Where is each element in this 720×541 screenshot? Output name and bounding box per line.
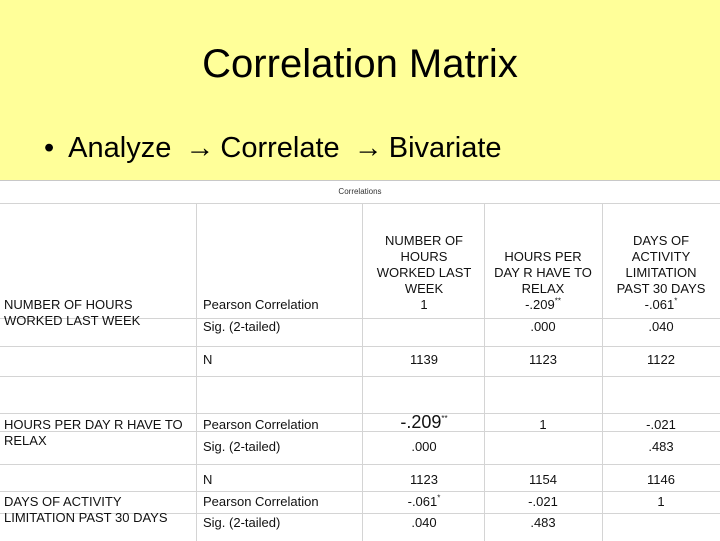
stat-label: Pearson Correlation <box>203 297 319 312</box>
row-label-hours-worked: NUMBER OF HOURS WORKED LAST WEEK <box>4 297 141 328</box>
table-cell: 1 <box>539 417 547 432</box>
grid-line <box>0 513 720 514</box>
table-cell: .483 <box>648 439 674 454</box>
table-cell: 1 <box>657 494 665 509</box>
stat-label: Pearson Correlation <box>203 494 319 509</box>
stat-label: Pearson Correlation <box>203 417 319 432</box>
grid-line <box>0 203 720 204</box>
table-cell: -.061* <box>644 296 678 312</box>
stat-label: Sig. (2-tailed) <box>203 515 281 530</box>
table-cell: .000 <box>411 439 437 454</box>
grid-line <box>484 203 485 541</box>
table-cell: -.021 <box>528 494 558 509</box>
grid-line <box>0 346 720 347</box>
column-header-hours-relax: HOURS PER DAY R HAVE TO RELAX <box>494 249 592 296</box>
table-cell: 1122 <box>647 352 675 367</box>
row-label-days-limitation: DAYS OF ACTIVITY LIMITATION PAST 30 DAYS <box>4 494 168 525</box>
arrow-right-icon: → <box>353 132 383 164</box>
grid-line <box>0 413 720 414</box>
table-cell: 1123 <box>529 352 557 367</box>
row-label-hours-relax: HOURS PER DAY R HAVE TO RELAX <box>4 417 183 448</box>
table-cell: -.021 <box>646 417 676 432</box>
table-cell: 1154 <box>529 472 557 487</box>
table-cell: .040 <box>648 319 674 334</box>
bullet-dot: • <box>44 132 55 164</box>
stat-label: Sig. (2-tailed) <box>203 439 281 454</box>
table-cell: 1139 <box>410 352 438 367</box>
table-cell: -.209** <box>400 412 448 432</box>
arrow-right-icon: → <box>185 132 215 164</box>
grid-line <box>196 203 197 541</box>
table-cell: 1 <box>420 297 428 312</box>
slide-title: Correlation Matrix <box>202 42 518 86</box>
grid-line <box>602 203 603 541</box>
table-cell: .000 <box>530 319 556 334</box>
column-header-hours-worked: NUMBER OF HOURS WORKED LAST WEEK <box>376 233 472 296</box>
stat-label: Sig. (2-tailed) <box>203 319 281 334</box>
stat-label: N <box>203 352 213 367</box>
menu-step-bivariate: Bivariate <box>388 132 502 164</box>
stat-label: N <box>203 472 213 487</box>
table-cell: .040 <box>411 515 437 530</box>
grid-line <box>0 431 720 432</box>
table-cell: -.061* <box>407 493 441 509</box>
table-cell: -.209** <box>525 296 561 312</box>
grid-line <box>0 376 720 377</box>
table-cell: .483 <box>530 515 556 530</box>
grid-line <box>362 203 363 541</box>
column-header-days-limitation: DAYS OF ACTIVITY LIMITATION PAST 30 DAYS <box>616 233 706 296</box>
grid-line <box>0 318 720 319</box>
bullet-menu-path: • Analyze → Correlate → Bivariate <box>44 132 502 165</box>
table-cell: 1123 <box>410 472 438 487</box>
grid-line <box>0 464 720 465</box>
table-cell: 1146 <box>647 472 675 487</box>
menu-step-correlate: Correlate <box>220 132 340 164</box>
menu-step-analyze: Analyze <box>68 132 172 164</box>
table-caption: Correlations <box>338 187 382 196</box>
correlations-table: Correlations NUMBER OF HOURS WORKED LAST… <box>0 180 720 541</box>
grid-line <box>0 491 720 492</box>
